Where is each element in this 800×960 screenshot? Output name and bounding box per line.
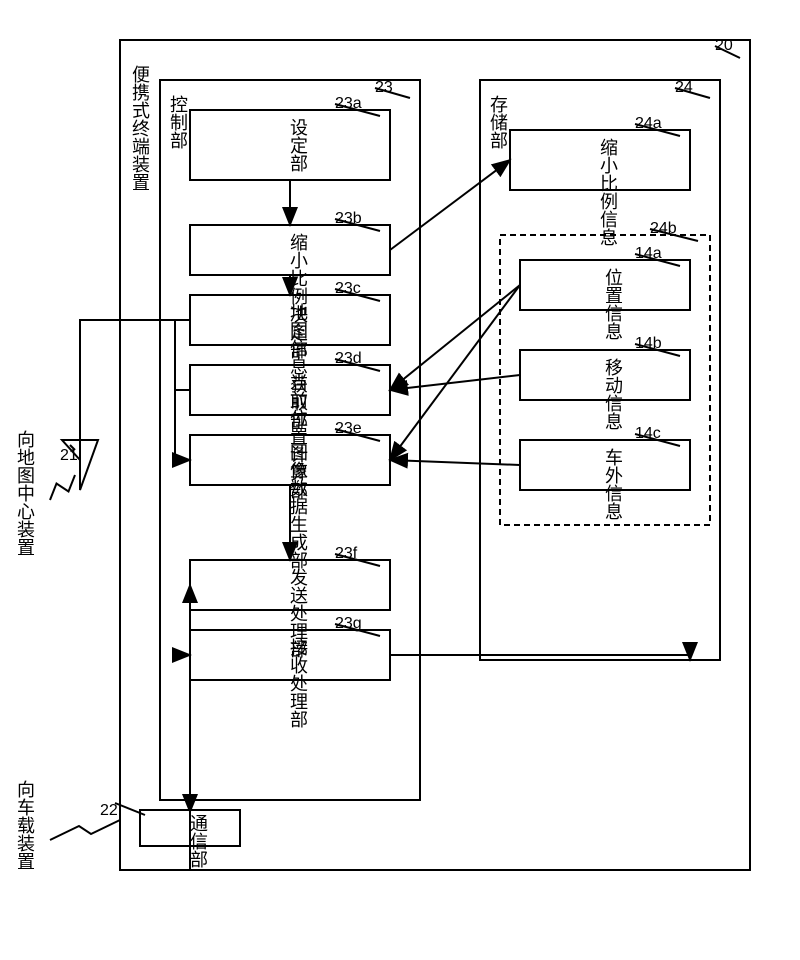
svg-text:便携式终端装置: 便携式终端装置 — [130, 65, 150, 191]
svg-text:向车载装置: 向车载装置 — [15, 780, 35, 870]
svg-text:20: 20 — [715, 37, 733, 54]
svg-text:向地图中心装置: 向地图中心装置 — [15, 430, 35, 556]
svg-text:位置信息: 位置信息 — [603, 268, 623, 340]
svg-text:移动信息: 移动信息 — [603, 358, 623, 430]
svg-text:控制部: 控制部 — [168, 95, 188, 149]
system-block-diagram: 20便携式终端装置控制部23存储部24设定部23a缩小比例决定部23b地图信息获… — [0, 0, 800, 960]
svg-text:存储部: 存储部 — [488, 95, 508, 149]
svg-text:设定部: 设定部 — [288, 118, 308, 172]
svg-text:接收处理部: 接收处理部 — [288, 638, 308, 728]
svg-text:22: 22 — [100, 802, 118, 819]
svg-text:车外信息: 车外信息 — [603, 448, 623, 520]
svg-text:缩小比例信息: 缩小比例信息 — [598, 138, 618, 246]
svg-text:23: 23 — [375, 79, 393, 96]
svg-text:24: 24 — [675, 79, 693, 96]
